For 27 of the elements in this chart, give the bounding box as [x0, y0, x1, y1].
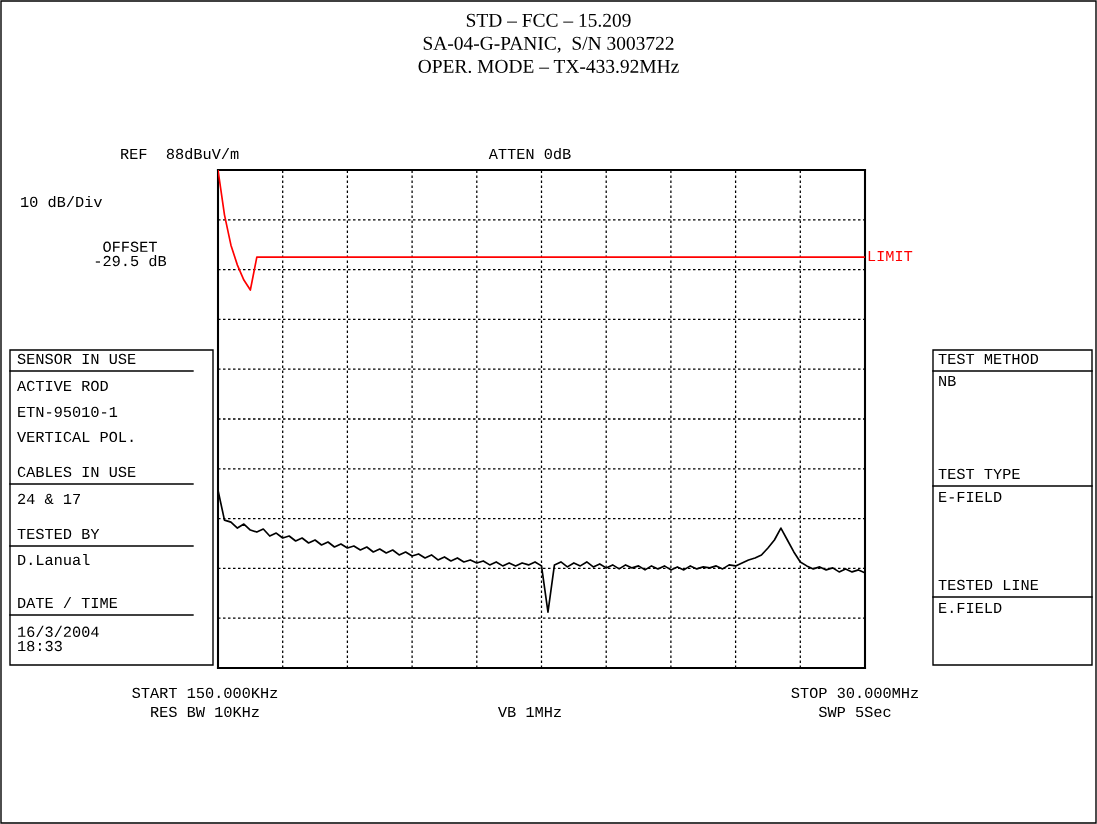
text: ACTIVE ROD: [17, 380, 108, 392]
text: 16/3/2004 18:33: [18, 625, 99, 652]
text: RES BW 10KHz: [151, 706, 259, 718]
text: START 150.000KHz: [132, 687, 278, 699]
text: TESTED LINE: [938, 579, 1039, 591]
series-label: LIMIT: [868, 251, 913, 262]
text: SENSOR IN USE: [17, 353, 136, 365]
text: VERTICAL POL.: [17, 431, 133, 443]
text: OFFSET -29.5 dB: [95, 241, 167, 267]
text: ATTEN 0dB: [488, 147, 571, 160]
text: NB: [939, 375, 956, 386]
text: CABLES IN USE: [17, 466, 136, 478]
text: ETN-95010-1: [18, 406, 118, 418]
text: REF 88dBuV/m: [121, 147, 239, 160]
text: 24 & 17: [18, 493, 80, 505]
text: TEST TYPE: [938, 468, 1020, 480]
text: STOP 30.000MHz: [791, 687, 918, 699]
chart-title: STD – FCC – 15.209 SA-04-G-PANIC, S/N 3003722 OPER. MODE – TX-433.92MHz: [418, 13, 679, 73]
text: E.FIELD: [939, 602, 1002, 613]
text: TEST METHOD: [938, 353, 1039, 365]
text: E-FIELD: [939, 491, 1002, 502]
text: VB 1MHz: [497, 706, 561, 717]
text: DATE / TIME: [18, 596, 118, 609]
text: D.Lanual: [18, 553, 90, 566]
text: TESTED BY: [17, 528, 100, 540]
text: SWP 5Sec: [818, 706, 891, 718]
text: 10 dB/Div: [21, 195, 102, 208]
